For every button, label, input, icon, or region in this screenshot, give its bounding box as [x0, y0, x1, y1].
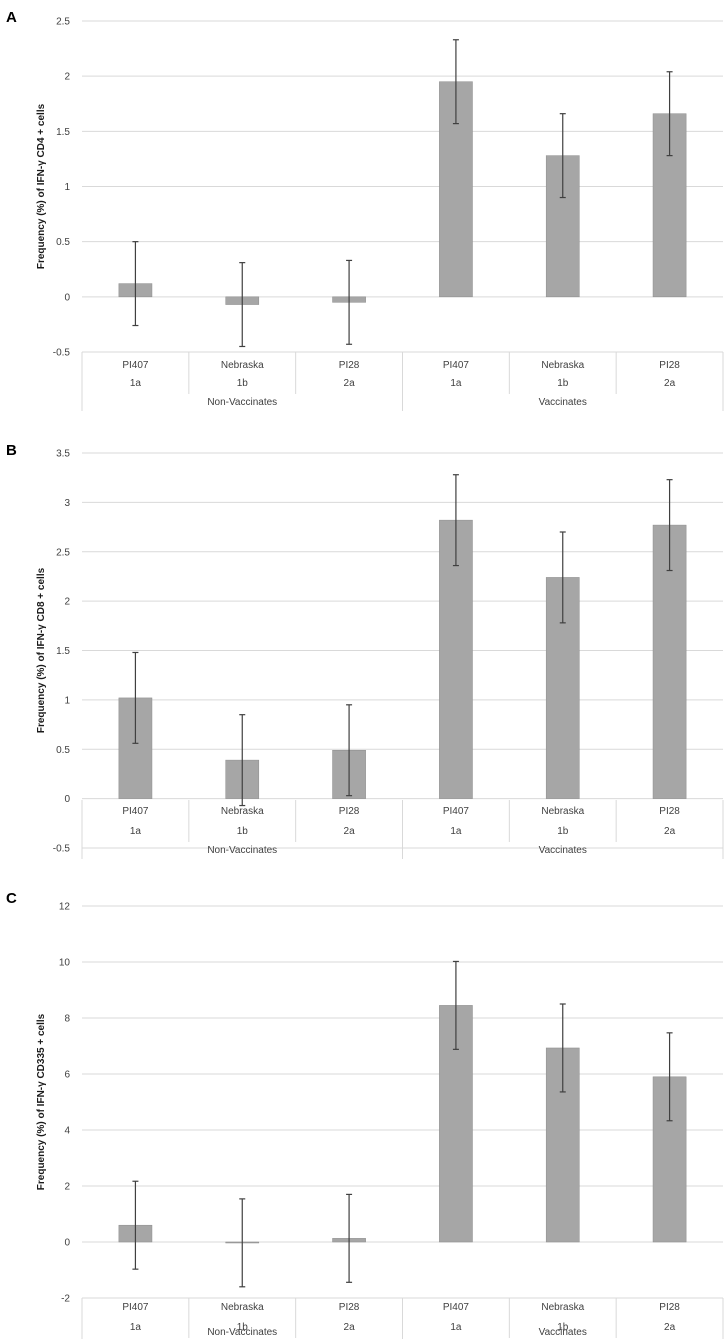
- group-label: Non-Vaccinates: [207, 845, 277, 856]
- y-tick-label: 3: [64, 498, 70, 509]
- y-tick-label: 2: [64, 597, 70, 608]
- y-tick-label: 0: [64, 1238, 70, 1249]
- y-tick-label: 6: [64, 1070, 70, 1081]
- group-label: Non-Vaccinates: [207, 1327, 277, 1338]
- panel-label: B: [6, 442, 17, 459]
- subcategory-label: 2a: [344, 826, 356, 837]
- chart-panel-c: C -2 0 2 4 6 8 10 12 Frequency (%) of IFN-γ CD335…: [6, 890, 724, 1339]
- category-label: PI407: [443, 1302, 470, 1313]
- y-tick-label: 4: [64, 1126, 70, 1137]
- category-label: PI28: [339, 1302, 360, 1313]
- y-tick-label: 3.5: [56, 449, 70, 460]
- category-label: PI407: [122, 1302, 149, 1313]
- subcategory-label: 1b: [237, 826, 249, 837]
- y-tick-label: 0.5: [56, 745, 70, 756]
- subcategory-label: 1a: [450, 1322, 462, 1333]
- subcategory-label: 2a: [664, 826, 676, 837]
- y-tick-label: -0.5: [53, 348, 71, 359]
- y-tick-label: -0.5: [53, 844, 71, 855]
- y-tick-label: 0: [64, 794, 70, 805]
- category-label: Nebraska: [541, 360, 584, 371]
- category-label: PI28: [339, 360, 360, 371]
- chart-panel-a: A -0.5 0 0.5 1 1.5 2 2.5 Frequency (%) of IFN-γ …: [6, 9, 724, 411]
- subcategory-label: 1b: [557, 378, 569, 389]
- panel-label: A: [6, 9, 17, 26]
- subcategory-label: 2a: [344, 1322, 356, 1333]
- subcategory-label: 2a: [344, 378, 356, 389]
- y-tick-label: 1: [64, 695, 70, 706]
- subcategory-label: 1a: [450, 378, 462, 389]
- y-tick-label: 0: [64, 292, 70, 303]
- category-label: PI28: [339, 806, 360, 817]
- group-label: Vaccinates: [539, 1327, 587, 1338]
- category-label: Nebraska: [221, 1302, 264, 1313]
- y-tick-label: 1: [64, 182, 70, 193]
- y-tick-label: 2: [64, 72, 70, 83]
- category-label: PI407: [443, 806, 470, 817]
- subcategory-label: 1b: [237, 378, 249, 389]
- category-label: PI407: [122, 806, 149, 817]
- subcategory-label: 1a: [130, 826, 142, 837]
- category-label: Nebraska: [541, 806, 584, 817]
- y-tick-label: 12: [59, 902, 71, 913]
- subcategory-label: 1b: [557, 826, 569, 837]
- y-axis-label: Frequency (%) of IFN-γ CD8 + cells: [36, 567, 47, 733]
- panel-label: C: [6, 890, 17, 907]
- y-axis-label: Frequency (%) of IFN-γ CD335 + cells: [36, 1013, 47, 1190]
- category-label: PI407: [443, 360, 470, 371]
- group-label: Vaccinates: [539, 845, 587, 856]
- y-tick-label: 0.5: [56, 237, 70, 248]
- subcategory-label: 2a: [664, 1322, 676, 1333]
- y-tick-label: 2: [64, 1182, 70, 1193]
- y-tick-label: 8: [64, 1014, 70, 1025]
- category-label: PI28: [659, 360, 680, 371]
- subcategory-label: 2a: [664, 378, 676, 389]
- category-label: PI28: [659, 1302, 680, 1313]
- category-label: PI407: [122, 360, 149, 371]
- subcategory-label: 1a: [450, 826, 462, 837]
- group-label: Non-Vaccinates: [207, 397, 277, 408]
- subcategory-label: 1b: [237, 1322, 249, 1333]
- chart-panel-b: B -0.5 0 0.5 1 1.5 2 2.5 3 3.5 Frequency (%) of IF…: [6, 442, 724, 859]
- subcategory-label: 1a: [130, 378, 142, 389]
- group-label: Vaccinates: [539, 397, 587, 408]
- y-axis-label: Frequency (%) of IFN-γ CD4 + cells: [36, 103, 47, 269]
- y-tick-label: -2: [61, 1294, 70, 1305]
- subcategory-label: 1a: [130, 1322, 142, 1333]
- subcategory-label: 1b: [557, 1322, 569, 1333]
- y-tick-label: 2.5: [56, 17, 70, 28]
- category-label: PI28: [659, 806, 680, 817]
- bar: [439, 519, 473, 799]
- category-label: Nebraska: [221, 360, 264, 371]
- y-tick-label: 1.5: [56, 646, 70, 657]
- y-tick-label: 1.5: [56, 127, 70, 138]
- y-tick-label: 10: [59, 958, 71, 969]
- category-label: Nebraska: [541, 1302, 584, 1313]
- category-label: Nebraska: [221, 806, 264, 817]
- y-tick-label: 2.5: [56, 547, 70, 558]
